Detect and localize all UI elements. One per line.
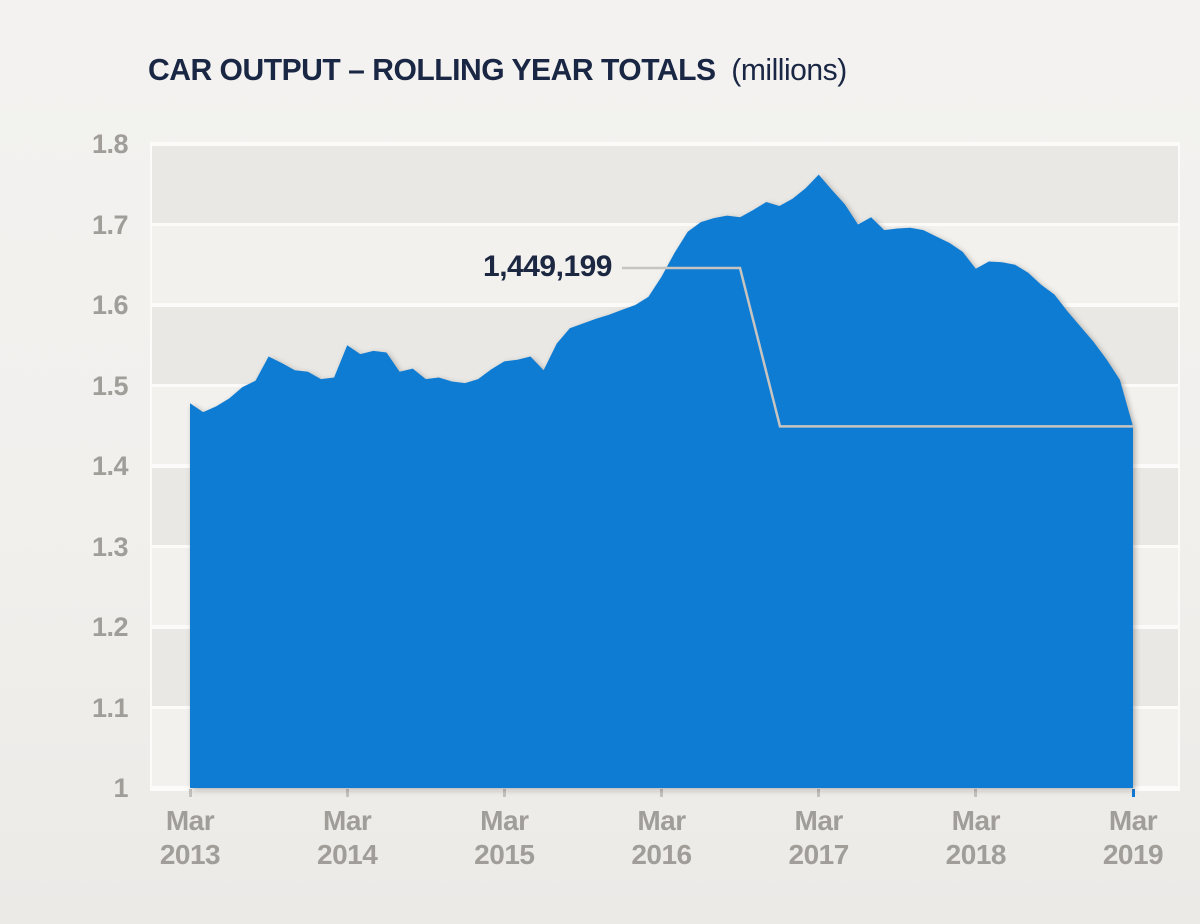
grid-band	[152, 226, 1178, 304]
x-tick-mark	[1131, 789, 1135, 797]
x-tick-mark	[188, 789, 192, 797]
grid-band	[152, 548, 1178, 626]
x-tick-mark	[974, 789, 978, 797]
y-tick-label: 1.3	[91, 531, 129, 562]
x-tick-month: Mar	[794, 805, 844, 836]
x-tick-year: 2013	[159, 839, 221, 870]
x-tick-label: Mar 2017	[749, 804, 889, 872]
x-tick-mark	[345, 789, 349, 797]
y-tick-label: 1.4	[91, 451, 129, 481]
x-tick-label: Mar 2019	[1063, 804, 1200, 872]
y-tick-label: 1	[113, 773, 128, 803]
x-tick-label: Mar 2016	[592, 804, 732, 872]
y-tick-label: 1.2	[91, 612, 129, 642]
x-tick-month: Mar	[637, 805, 686, 836]
x-tick-year: 2016	[631, 839, 692, 870]
x-tick-month: Mar	[1108, 805, 1158, 836]
plot-area	[150, 142, 1180, 791]
grid-band	[152, 467, 1178, 545]
x-tick-year: 2014	[317, 839, 378, 870]
chart-title: CAR OUTPUT – ROLLING YEAR TOTALS (millio…	[148, 52, 847, 88]
grid-band	[152, 628, 1178, 706]
x-tick-month: Mar	[951, 805, 1001, 836]
y-tick-label: 1.5	[91, 370, 129, 401]
x-tick-label: Mar 2015	[434, 804, 574, 872]
x-tick-year: 2018	[945, 839, 1007, 870]
x-tick-year: 2019	[1102, 839, 1164, 870]
x-tick-label: Mar 2018	[906, 804, 1046, 872]
x-tick-mark	[817, 789, 821, 797]
chart-title-main: CAR OUTPUT – ROLLING YEAR TOTALS	[148, 52, 716, 87]
y-tick-label: 1.8	[91, 129, 129, 159]
x-tick-year: 2015	[474, 839, 535, 870]
x-tick-label: Mar 2013	[120, 804, 260, 872]
y-tick-label: 1.7	[91, 209, 129, 240]
grid-band	[152, 709, 1178, 787]
x-tick-month: Mar	[323, 805, 372, 836]
grid-band	[152, 387, 1178, 465]
grid-band	[152, 145, 1178, 223]
y-tick-label: 1.1	[91, 692, 129, 723]
x-tick-year: 2017	[788, 839, 850, 870]
x-tick-mark	[502, 789, 506, 797]
chart-title-suffix: (millions)	[731, 52, 847, 87]
annotation-label: 1,449,199	[483, 250, 612, 283]
x-tick-month: Mar	[480, 805, 529, 836]
x-tick-label: Mar 2014	[277, 804, 417, 872]
x-tick-month: Mar	[165, 805, 215, 836]
y-tick-label: 1.6	[91, 290, 129, 320]
x-tick-mark	[660, 789, 663, 797]
grid-band	[152, 306, 1178, 384]
